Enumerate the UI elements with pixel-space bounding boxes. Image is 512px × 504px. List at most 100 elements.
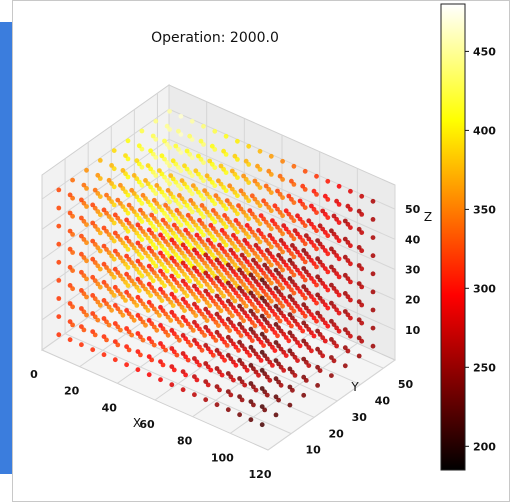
data-point bbox=[205, 273, 211, 279]
data-point bbox=[232, 153, 238, 159]
data-point bbox=[124, 217, 129, 223]
data-point bbox=[329, 355, 334, 360]
data-point bbox=[322, 284, 328, 290]
data-point bbox=[228, 320, 234, 325]
data-point bbox=[237, 376, 243, 381]
data-point bbox=[112, 212, 118, 218]
data-point bbox=[146, 263, 152, 269]
data-point bbox=[84, 240, 89, 246]
data-point bbox=[197, 290, 202, 296]
data-point bbox=[138, 298, 143, 303]
data-point bbox=[148, 257, 154, 262]
data-point bbox=[259, 368, 265, 373]
data-point bbox=[90, 256, 96, 262]
data-point bbox=[92, 223, 98, 229]
data-point bbox=[359, 338, 365, 344]
data-point bbox=[136, 270, 142, 275]
data-point bbox=[268, 280, 274, 286]
data-point bbox=[257, 221, 263, 227]
data-point bbox=[162, 247, 167, 253]
data-point bbox=[227, 237, 233, 243]
data-point bbox=[198, 138, 204, 144]
data-point bbox=[334, 289, 339, 295]
data-point bbox=[287, 276, 293, 281]
data-point bbox=[194, 359, 200, 365]
x-tick-label: 20 bbox=[64, 385, 80, 398]
data-point bbox=[228, 392, 234, 398]
data-point bbox=[301, 266, 307, 271]
data-point bbox=[208, 295, 214, 301]
data-point bbox=[257, 257, 263, 263]
data-point bbox=[348, 315, 353, 321]
data-point bbox=[290, 351, 295, 357]
data-point bbox=[157, 240, 162, 246]
data-point bbox=[146, 227, 152, 233]
data-point bbox=[291, 308, 297, 314]
data-point bbox=[212, 201, 218, 207]
data-point bbox=[151, 306, 157, 312]
data-point bbox=[243, 176, 249, 182]
data-point bbox=[306, 272, 312, 278]
data-point bbox=[95, 317, 101, 323]
data-point bbox=[225, 262, 231, 268]
data-point bbox=[309, 348, 314, 354]
data-point bbox=[248, 326, 254, 332]
data-point bbox=[213, 319, 219, 325]
data-point bbox=[280, 231, 285, 237]
data-point bbox=[309, 257, 314, 263]
data-point bbox=[227, 273, 233, 279]
data-point bbox=[171, 277, 177, 282]
data-point bbox=[101, 207, 107, 213]
data-point bbox=[123, 225, 128, 231]
data-point bbox=[302, 205, 308, 211]
data-point bbox=[232, 226, 238, 232]
data-point bbox=[202, 314, 208, 320]
data-point bbox=[115, 252, 121, 257]
data-point bbox=[329, 300, 334, 306]
data-point bbox=[84, 186, 89, 191]
chart-title: Operation: 2000.0 bbox=[151, 30, 279, 46]
data-point bbox=[270, 363, 275, 368]
data-point bbox=[251, 384, 256, 390]
gridline-z-left bbox=[41, 229, 170, 321]
data-point bbox=[164, 178, 170, 183]
data-point bbox=[84, 204, 89, 209]
data-point bbox=[221, 148, 227, 154]
data-point bbox=[290, 315, 295, 321]
data-point bbox=[203, 288, 209, 294]
data-point bbox=[289, 269, 294, 275]
data-point bbox=[170, 212, 176, 218]
data-point bbox=[283, 208, 289, 214]
data-point bbox=[151, 288, 157, 294]
data-point bbox=[261, 288, 266, 294]
data-point bbox=[106, 286, 112, 292]
data-point bbox=[302, 277, 308, 283]
data-point bbox=[229, 222, 235, 228]
data-point bbox=[325, 287, 331, 293]
data-point bbox=[70, 286, 75, 292]
data-point bbox=[325, 178, 331, 184]
data-point bbox=[218, 254, 224, 259]
data-point bbox=[270, 236, 275, 242]
data-point bbox=[246, 198, 252, 204]
data-point bbox=[202, 206, 208, 212]
data-point bbox=[183, 263, 189, 269]
data-point bbox=[276, 289, 281, 294]
data-point bbox=[334, 235, 339, 240]
data-point bbox=[154, 327, 160, 333]
data-point bbox=[221, 275, 227, 281]
data-point bbox=[291, 200, 297, 206]
data-point bbox=[163, 239, 169, 244]
data-point bbox=[281, 295, 287, 301]
data-point bbox=[227, 310, 233, 315]
data-point bbox=[281, 313, 287, 319]
data-point bbox=[129, 206, 135, 211]
data-point bbox=[124, 308, 129, 313]
data-point bbox=[176, 128, 181, 134]
data-point bbox=[295, 340, 300, 345]
data-point bbox=[125, 156, 131, 162]
data-point bbox=[329, 373, 334, 378]
data-point bbox=[257, 148, 263, 154]
data-point bbox=[301, 374, 307, 380]
data-point bbox=[228, 265, 234, 271]
